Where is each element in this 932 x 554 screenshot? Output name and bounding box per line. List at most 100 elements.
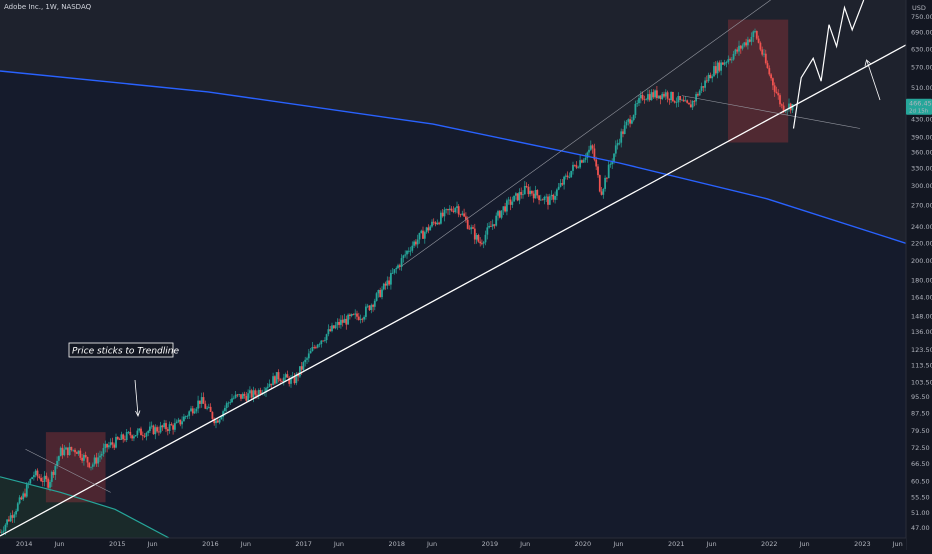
candle-body [556, 189, 558, 196]
candle-body [222, 411, 224, 417]
candle-body [536, 190, 539, 196]
candle-body [284, 374, 287, 378]
candle-body [506, 200, 508, 212]
candle-body [16, 503, 19, 511]
candle-body [730, 59, 733, 61]
candle-body [407, 250, 410, 252]
candle-body [131, 435, 133, 439]
candle-body [174, 423, 176, 430]
candle-body [379, 290, 382, 298]
candle-body [0, 531, 3, 533]
candle-body [445, 209, 448, 210]
candle-body [357, 316, 360, 320]
candle-body [49, 481, 51, 488]
candle-body [393, 269, 396, 273]
candle-body [150, 425, 153, 427]
candle-body [365, 306, 367, 317]
candle-body [147, 431, 150, 433]
candle-body [477, 235, 480, 242]
candle-body [723, 62, 726, 65]
candle-body [295, 373, 298, 384]
candle-body [713, 66, 715, 77]
candle-body [324, 340, 326, 341]
candle-body [220, 416, 223, 420]
price-tick-label: 570.00 [911, 64, 932, 72]
candle-body [134, 435, 137, 437]
candle-body [91, 464, 94, 467]
candle-body [215, 420, 217, 424]
candle-body [352, 314, 355, 315]
candle-body [673, 101, 676, 103]
candle-body [775, 91, 778, 93]
candle-body [152, 425, 155, 435]
candle-body [461, 213, 464, 215]
candle-body [766, 63, 769, 69]
candle-body [729, 59, 731, 60]
candle-body [54, 465, 57, 475]
candle-body [288, 377, 291, 384]
candle-body [232, 397, 235, 399]
candle-body [709, 74, 712, 79]
candle-body [631, 120, 633, 124]
candle-body [582, 159, 585, 163]
candle-body [347, 314, 349, 325]
candle-body [586, 152, 589, 158]
candle-body [104, 443, 107, 449]
candle-body [377, 290, 380, 294]
candle-body [231, 398, 233, 403]
time-axis[interactable] [0, 538, 906, 550]
candle-body [56, 460, 58, 466]
candle-body [315, 347, 317, 349]
candle-body [6, 519, 8, 525]
candle-body [195, 408, 198, 412]
candle-body [270, 383, 273, 386]
candle-body [95, 457, 98, 464]
bar-countdown: 2d 15h [909, 109, 929, 115]
candle-body [650, 92, 653, 101]
candle-body [213, 418, 216, 424]
candle-body [602, 189, 605, 195]
candle-body [782, 105, 785, 112]
time-tick-label: 2022 [761, 540, 778, 548]
candle-body [36, 470, 39, 477]
candle-body [581, 160, 583, 163]
candle-body [770, 74, 772, 79]
candle-body [752, 31, 755, 37]
candle-body [338, 322, 340, 325]
candle-body [609, 164, 612, 165]
candle-body [743, 42, 746, 46]
price-tick-label: 330.00 [911, 165, 932, 173]
candle-body [8, 519, 10, 522]
upper-zone [0, 0, 906, 244]
candle-body [375, 293, 378, 301]
candle-body [734, 49, 737, 54]
candle-body [33, 475, 35, 478]
candle-body [138, 428, 141, 431]
candle-body [40, 477, 42, 482]
candle-body [634, 103, 637, 115]
candle-body [281, 381, 283, 382]
candle-body [340, 319, 342, 325]
time-tick-label: Jun [612, 540, 623, 548]
price-tick-label: 270.00 [911, 202, 932, 210]
candle-body [664, 92, 667, 97]
candle-body [316, 344, 319, 348]
candle-body [168, 424, 171, 431]
candle-body [224, 408, 226, 412]
candle-body [652, 92, 655, 98]
candle-body [225, 403, 228, 408]
price-tick-label: 79.50 [911, 427, 930, 435]
candle-body [534, 190, 537, 199]
price-tick-label: 72.50 [911, 444, 930, 452]
time-tick-label: 2021 [668, 540, 685, 548]
candle-body [329, 329, 332, 332]
candle-body [714, 66, 717, 74]
candle-body [638, 98, 640, 104]
time-tick-label: 2023 [854, 540, 871, 548]
candle-body [63, 449, 66, 456]
candle-body [93, 457, 96, 465]
price-axis[interactable] [906, 0, 932, 550]
annotation-callout[interactable]: Price sticks to Trendline [68, 342, 179, 358]
